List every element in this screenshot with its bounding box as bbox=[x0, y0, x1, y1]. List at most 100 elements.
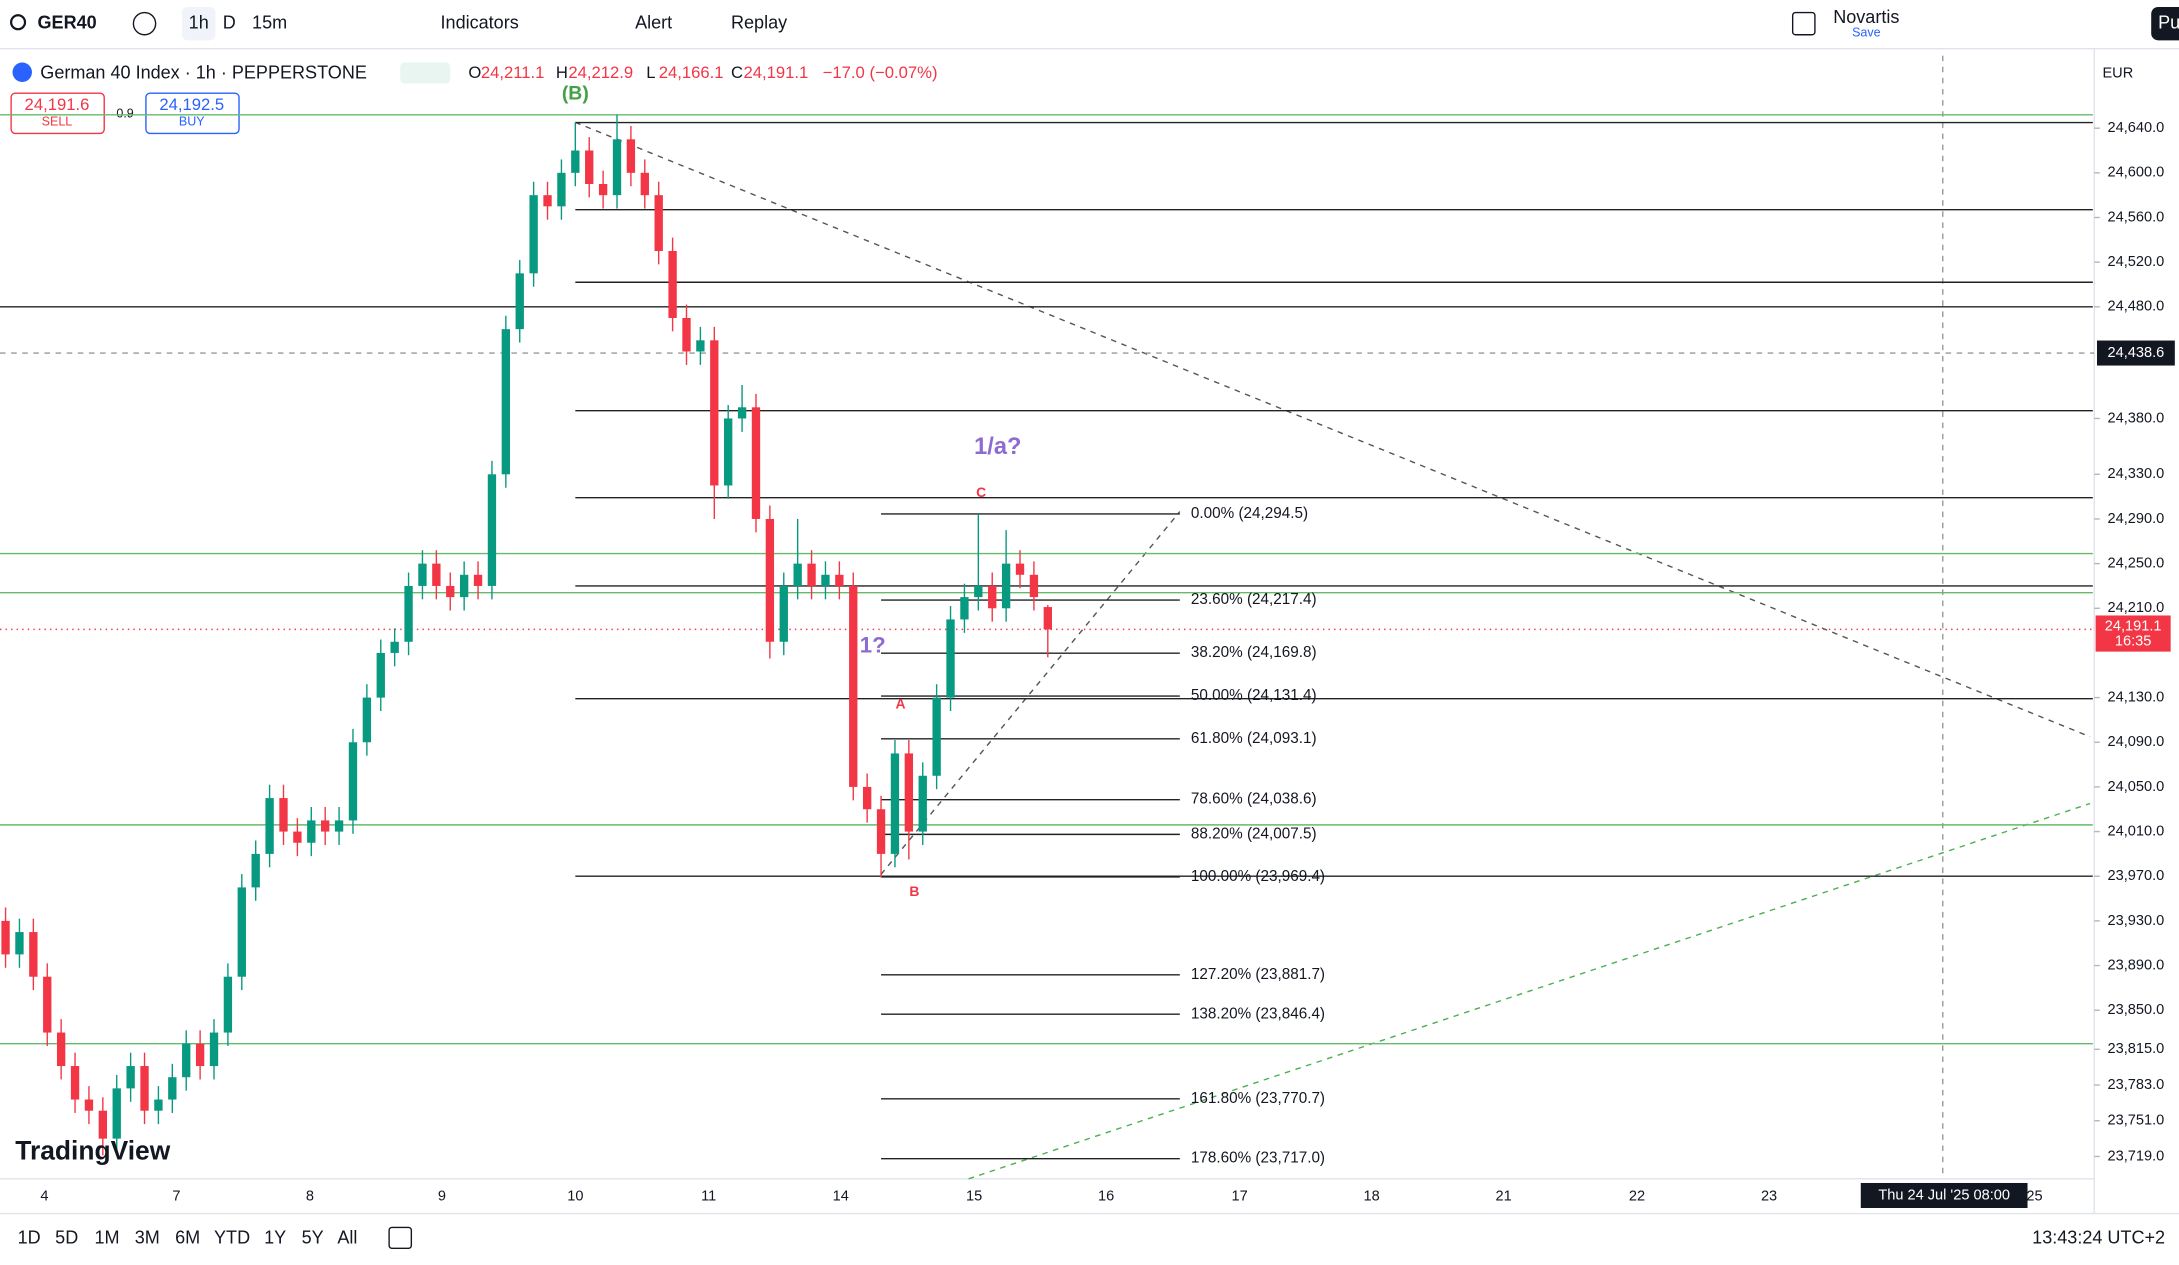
y-tick-label: 24,640.0 bbox=[2108, 120, 2165, 136]
alert-button[interactable]: Alert bbox=[635, 12, 672, 32]
candle-body bbox=[487, 474, 497, 586]
compare-button[interactable] bbox=[132, 11, 157, 36]
candle-body bbox=[334, 820, 344, 832]
candle-body bbox=[515, 273, 524, 330]
candle-body bbox=[251, 853, 260, 888]
currency[interactable]: EUR bbox=[2102, 66, 2133, 82]
candle-body bbox=[529, 195, 538, 274]
x-tick-label: 17 bbox=[1231, 1189, 1247, 1205]
candle-body bbox=[918, 775, 927, 832]
y-tick-label: 24,090.0 bbox=[2108, 734, 2165, 750]
ohlc-value: 24,212.9 bbox=[568, 63, 633, 82]
x-tick-label: 22 bbox=[1629, 1189, 1645, 1205]
range-button[interactable]: YTD bbox=[214, 1227, 250, 1247]
x-tick-label: 10 bbox=[567, 1189, 583, 1205]
x-tick-label: 25 bbox=[2026, 1189, 2042, 1205]
date-range-icon[interactable] bbox=[388, 1226, 413, 1250]
fib-label: 50.00% (24,131.4) bbox=[1191, 687, 1317, 704]
range-button[interactable]: 6M bbox=[175, 1227, 200, 1247]
y-tick-label: 24,600.0 bbox=[2108, 165, 2165, 181]
last-price-bg bbox=[2095, 615, 2171, 652]
indicators-button[interactable]: Indicators bbox=[441, 12, 519, 32]
candle-body bbox=[557, 172, 566, 207]
layout-name[interactable]: Novartis bbox=[1833, 7, 1899, 27]
symbol[interactable]: GER40 bbox=[38, 12, 97, 32]
interval[interactable]: D bbox=[223, 12, 236, 32]
candle-body bbox=[56, 1032, 66, 1067]
ohlc-key: C bbox=[731, 63, 743, 82]
ohlc-legend: O 24,211.1 H 24,212.9 L 24,166.1 C 24,191.1 −17.… bbox=[468, 63, 937, 82]
trend-line bbox=[968, 802, 2091, 1180]
ohlc-key: H bbox=[556, 63, 568, 82]
replay-button[interactable]: Replay bbox=[731, 12, 787, 32]
interval[interactable]: 1h bbox=[189, 12, 209, 32]
y-tick-label: 24,130.0 bbox=[2108, 689, 2165, 705]
candle-body bbox=[1, 920, 10, 955]
range-button[interactable]: 5Y bbox=[302, 1227, 324, 1247]
candle-body bbox=[223, 976, 233, 1033]
wave-label: A bbox=[895, 695, 905, 711]
candle-body bbox=[29, 932, 38, 977]
range-button[interactable]: 1Y bbox=[264, 1227, 286, 1247]
search-icon[interactable] bbox=[10, 14, 27, 31]
candle-body bbox=[70, 1066, 80, 1100]
x-tick-label: 9 bbox=[438, 1189, 446, 1205]
sell-label: SELL bbox=[42, 115, 73, 129]
sell-price: 24,191.6 bbox=[25, 95, 90, 114]
fib-label: 138.20% (23,846.4) bbox=[1191, 1005, 1325, 1022]
candle-body bbox=[807, 563, 816, 586]
candle-body bbox=[960, 597, 969, 620]
wave-label: 1/a? bbox=[974, 434, 1021, 460]
candle-body bbox=[654, 195, 663, 251]
candle-body bbox=[696, 340, 705, 352]
y-tick-label: 24,330.0 bbox=[2108, 466, 2165, 482]
candle-body bbox=[1015, 563, 1025, 575]
publish-button[interactable]: Pu bbox=[2158, 12, 2179, 32]
ohlc-value: 24,166.1 bbox=[659, 63, 724, 82]
candle-body bbox=[862, 786, 872, 810]
candle-body bbox=[404, 585, 413, 642]
range-button[interactable]: All bbox=[337, 1227, 357, 1247]
buy-button[interactable] bbox=[145, 92, 240, 135]
fib-label: 0.00% (24,294.5) bbox=[1191, 505, 1308, 522]
candle-body bbox=[195, 1043, 205, 1067]
candle-body bbox=[668, 250, 677, 318]
range-button[interactable]: 3M bbox=[135, 1227, 160, 1247]
candle-body bbox=[737, 407, 747, 419]
x-tick-label: 21 bbox=[1496, 1189, 1512, 1205]
candle-body bbox=[43, 976, 52, 1033]
publish-button-bg[interactable] bbox=[2151, 6, 2179, 41]
candle-body bbox=[321, 820, 330, 832]
x-tick-label: 4 bbox=[40, 1189, 48, 1205]
x-tick-label: 18 bbox=[1363, 1189, 1379, 1205]
wave-label: 1? bbox=[860, 632, 886, 657]
fib-label: 127.20% (23,881.7) bbox=[1191, 966, 1325, 983]
candle-body bbox=[1029, 574, 1039, 598]
y-tick-label: 23,783.0 bbox=[2108, 1077, 2165, 1093]
buy-label: BUY bbox=[179, 115, 205, 129]
ohlc-value: 24,211.1 bbox=[481, 63, 545, 82]
candle-body bbox=[473, 574, 483, 586]
layout-icon[interactable] bbox=[1791, 11, 1816, 36]
x-tick-label: 14 bbox=[833, 1189, 849, 1205]
candle-body bbox=[168, 1077, 177, 1100]
y-tick-label: 23,970.0 bbox=[2108, 868, 2165, 884]
fib-trend-line bbox=[880, 511, 1181, 875]
candle-body bbox=[432, 563, 441, 586]
y-tick-label: 23,930.0 bbox=[2108, 913, 2165, 929]
save-label[interactable]: Save bbox=[1852, 26, 1881, 40]
interval[interactable]: 15m bbox=[252, 12, 287, 32]
y-tick-label: 24,520.0 bbox=[2108, 254, 2165, 270]
clock: 13:43:24 UTC+2 bbox=[2032, 1227, 2165, 1247]
range-button[interactable]: 1M bbox=[94, 1227, 119, 1247]
candle-body bbox=[182, 1043, 191, 1078]
range-button[interactable]: 1D bbox=[18, 1227, 41, 1247]
range-button[interactable]: 5D bbox=[55, 1227, 78, 1247]
candle-body bbox=[154, 1099, 163, 1111]
candle-body bbox=[904, 753, 914, 832]
candle-body bbox=[946, 619, 955, 698]
candle-body bbox=[265, 798, 274, 854]
ohlc-value: 24,191.1 bbox=[743, 63, 808, 82]
sell-button[interactable] bbox=[10, 92, 105, 135]
candle-body bbox=[376, 652, 385, 698]
